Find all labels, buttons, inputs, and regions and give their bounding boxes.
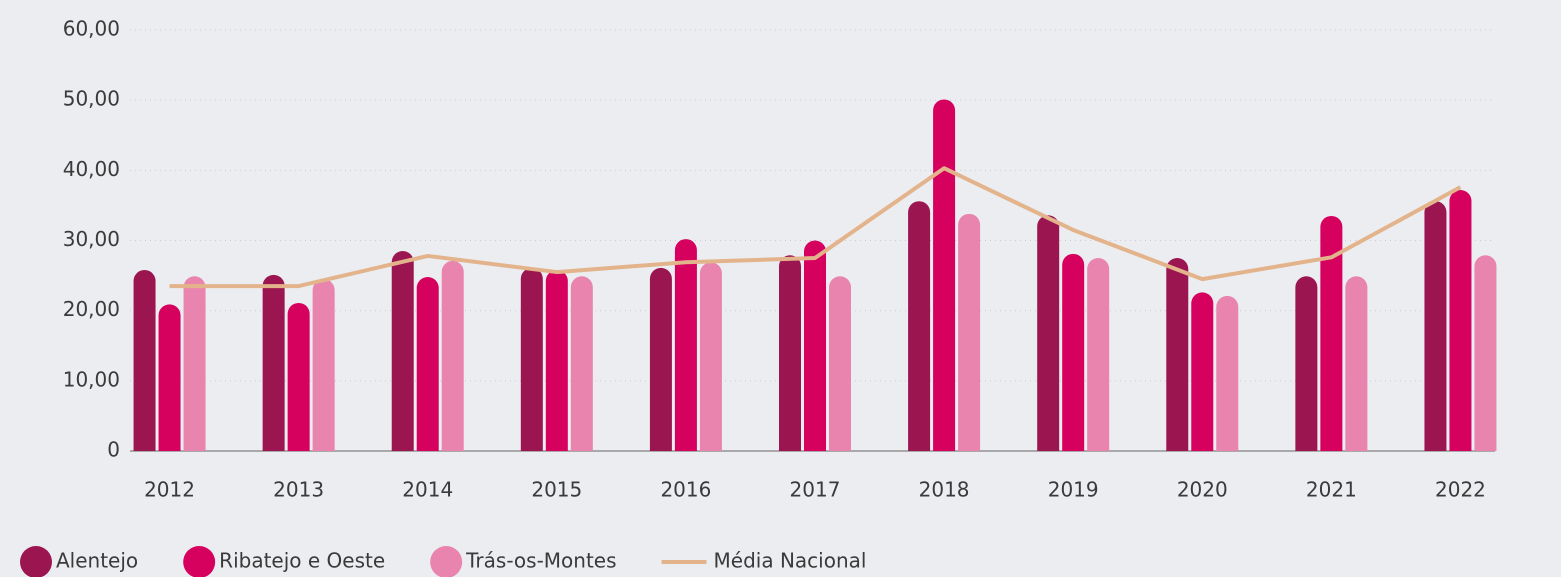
bar <box>1295 276 1318 451</box>
line <box>169 166 1462 289</box>
bar <box>1449 189 1472 452</box>
x-tick-label: 2014 <box>402 478 453 502</box>
bar <box>1166 258 1189 451</box>
y-tick-label: 40,00 <box>63 157 120 181</box>
bar <box>1037 215 1060 451</box>
bar <box>545 269 568 451</box>
bar <box>933 99 956 451</box>
bar <box>1087 258 1110 451</box>
bar <box>183 276 206 451</box>
x-tick-label: 2018 <box>919 478 970 502</box>
bar <box>829 276 851 451</box>
bar <box>441 260 464 451</box>
bar <box>1320 215 1343 451</box>
bar <box>1062 253 1085 451</box>
legend-swatch <box>430 546 463 577</box>
bar <box>1345 276 1368 451</box>
x-tick-label: 2016 <box>660 478 711 502</box>
y-tick-label: 0 <box>107 438 120 462</box>
y-tick-label: 30,00 <box>63 227 120 251</box>
bar <box>391 251 414 451</box>
bar <box>779 255 801 451</box>
x-tick-label: 2019 <box>1048 478 1099 502</box>
bar <box>649 267 672 451</box>
legend-label: Ribatejo e Oeste <box>219 549 385 573</box>
bar <box>1424 201 1447 451</box>
legend-label: Média Nacional <box>714 549 867 573</box>
y-tick-label: 60,00 <box>63 17 120 41</box>
y-tick-label: 10,00 <box>63 367 120 391</box>
x-tick-label: 2017 <box>790 478 841 502</box>
bar <box>908 201 931 451</box>
bar <box>1216 295 1239 451</box>
x-tick-label: 2013 <box>273 478 324 502</box>
legend-label: Alentejo <box>56 549 138 573</box>
bar <box>958 213 981 451</box>
bar <box>1191 292 1214 451</box>
x-tick-label: 2022 <box>1435 478 1486 502</box>
x-tick-label: 2021 <box>1306 478 1357 502</box>
y-tick-label: 50,00 <box>63 87 120 111</box>
bar <box>570 276 593 451</box>
bar <box>699 262 722 451</box>
bar <box>520 267 543 451</box>
legend-swatch <box>183 546 216 577</box>
y-tick-label: 20,00 <box>63 297 120 321</box>
legend-label: Trás-os-Montes <box>465 549 616 573</box>
x-tick-label: 2015 <box>531 478 582 502</box>
bar <box>287 302 310 451</box>
x-tick-label: 2012 <box>144 478 195 502</box>
bar <box>262 274 285 451</box>
bar <box>674 239 697 451</box>
bar <box>1474 255 1497 451</box>
legend-swatch <box>20 546 52 577</box>
x-tick-label: 2020 <box>1177 478 1228 502</box>
bar <box>804 240 826 451</box>
bar <box>416 276 439 451</box>
bar <box>158 304 181 451</box>
bar <box>312 279 335 451</box>
bar <box>133 269 156 451</box>
